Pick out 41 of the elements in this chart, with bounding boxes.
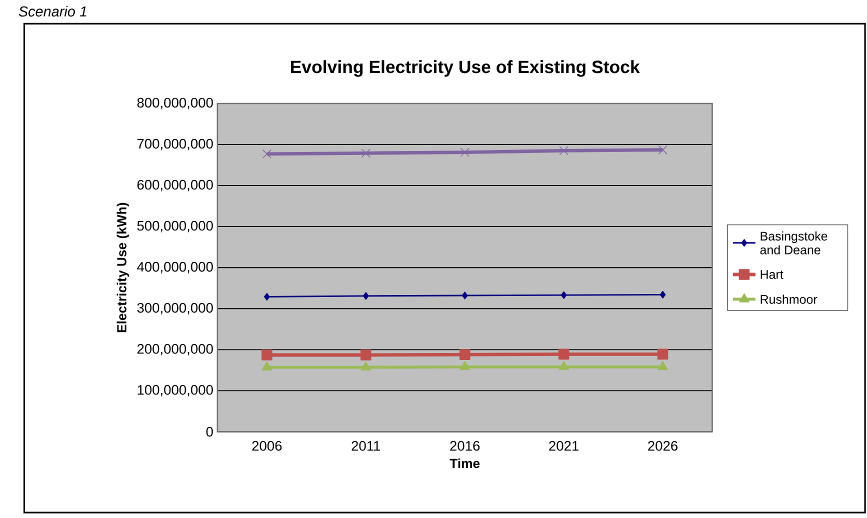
- y-tick-label: 500,000,000: [137, 220, 213, 232]
- point: [262, 361, 272, 370]
- legend-label: Hart: [760, 270, 784, 279]
- point: [361, 148, 370, 158]
- point: [360, 361, 372, 370]
- y-tick-label: 0: [206, 426, 213, 436]
- point: [262, 349, 272, 360]
- point: [264, 292, 270, 300]
- text: Scenario 1: [18, 6, 86, 16]
- x-tick-label: 2006: [252, 440, 282, 451]
- x-tick-label: 2011: [352, 440, 380, 451]
- point: [459, 348, 470, 360]
- y-tick-label: 400,000,000: [137, 262, 213, 274]
- point: [460, 148, 470, 157]
- point: [460, 360, 470, 370]
- point: [462, 291, 468, 300]
- point: [362, 292, 369, 300]
- point: [558, 348, 570, 360]
- y-tick-label: 300,000,000: [137, 302, 213, 314]
- x-tick-label: 2021: [549, 440, 578, 451]
- y-axis-title: Electricity Use (kWh): [116, 202, 129, 332]
- y-tick-label: 600,000,000: [137, 180, 213, 192]
- point: [560, 291, 567, 299]
- y-tick-label: 200,000,000: [137, 344, 213, 356]
- chart-title: Evolving Electricity Use of Existing Stock: [291, 60, 640, 77]
- y-tick-label: 100,000,000: [138, 384, 213, 396]
- legend-label: Rushmoor: [760, 294, 818, 304]
- point: [660, 290, 666, 298]
- point: [559, 146, 568, 156]
- y-tick-label: 700,000,000: [137, 138, 213, 150]
- point: [658, 360, 668, 370]
- legend-label: Basingstoke and Deane: [760, 231, 828, 254]
- y-tick-label: 800,000,000: [137, 98, 213, 109]
- point: [558, 360, 569, 370]
- point: [657, 348, 668, 360]
- x-axis-title: Time: [450, 458, 480, 468]
- x-tick-label: 2016: [450, 440, 480, 451]
- x-tick-label: 2026: [648, 440, 678, 451]
- point: [262, 149, 272, 158]
- point: [658, 145, 668, 154]
- point: [360, 349, 372, 360]
